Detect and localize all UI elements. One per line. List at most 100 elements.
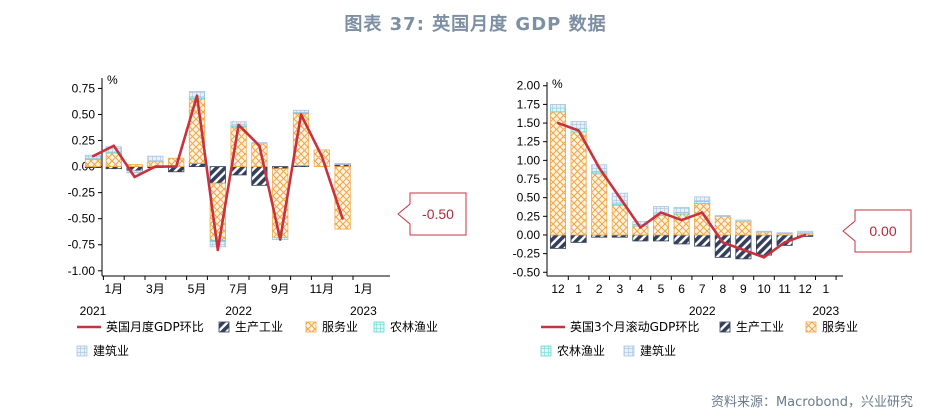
x-tick-label: 7月 [229, 282, 248, 296]
y-tick-label: 0.25 [72, 134, 96, 148]
x-tick-label: 3 [616, 282, 623, 296]
y-tick-label: -0.50 [513, 265, 541, 279]
bar-construction [251, 142, 268, 145]
bar-production [632, 234, 649, 242]
bar-services [714, 215, 731, 236]
bar-services [549, 111, 567, 236]
gdp-point [639, 226, 642, 229]
gdp-point [783, 241, 786, 244]
bar-construction [755, 230, 773, 233]
bar-production [570, 234, 587, 243]
bar-construction [292, 109, 310, 113]
legend-label: 服务业 [322, 319, 358, 334]
y-tick-label: -1.00 [68, 264, 96, 278]
gdp-point [804, 233, 807, 237]
legend-label: 农林渔业 [557, 344, 605, 358]
legend-label: 英国3个月滚动GDP环比 [570, 319, 699, 334]
legend-swatch [623, 345, 635, 357]
bar-services [591, 173, 608, 236]
gdp-point [91, 154, 95, 158]
bar-construction [694, 196, 711, 202]
bar-services [570, 131, 587, 236]
gdp-point [680, 218, 683, 222]
gdp-point [216, 248, 219, 252]
bar-production [652, 234, 670, 242]
x-tick-label: 1月 [104, 282, 123, 296]
x-tick-label: 1 [575, 282, 582, 296]
x-tick-label: 9 [740, 282, 747, 296]
gdp-point [133, 175, 136, 179]
x-tick-label: 12 [799, 282, 813, 296]
gdp-point [598, 166, 601, 170]
bar-construction [673, 206, 690, 213]
bar-construction [334, 163, 351, 165]
y-unit-label: % [107, 73, 118, 87]
legend-swatch [805, 321, 817, 333]
bar-services [611, 204, 628, 236]
legend-swatch [76, 345, 88, 357]
gdp-point [762, 256, 766, 259]
gdp-point [577, 129, 580, 132]
x-tick-label: 1 [822, 282, 829, 296]
x-tick-label: 12 [551, 282, 565, 296]
y-tick-label: 1.25 [517, 135, 541, 149]
gdp-point [299, 113, 303, 116]
callout-box [842, 209, 912, 253]
legend-swatch [719, 321, 731, 333]
gdp-point [341, 217, 344, 220]
figure-title: 图表 37: 英国月度 GDP 数据 [344, 14, 607, 35]
legend-label: 服务业 [822, 319, 858, 334]
legend-label: 建筑业 [93, 343, 129, 358]
bar-production [673, 234, 690, 245]
year-label: 2023 [812, 304, 839, 318]
gdp-point [721, 241, 724, 244]
x-tick-label: 7 [699, 282, 706, 296]
bar-construction [714, 215, 731, 217]
legend-label: 建筑业 [640, 343, 676, 358]
gdp-point [659, 211, 663, 214]
bar-services [735, 221, 752, 236]
bar-construction [147, 155, 164, 162]
bar-services [652, 215, 670, 236]
bar-agri [549, 107, 567, 113]
legend-swatch [305, 321, 317, 333]
callout-box [397, 192, 467, 236]
legend-label: 生产工业 [736, 320, 784, 334]
y-unit-label: % [552, 77, 563, 91]
bar-construction [570, 121, 587, 129]
y-tick-label: 0.50 [72, 107, 96, 121]
y-tick-label: -0.50 [68, 212, 96, 226]
callout-value: -0.50 [422, 206, 454, 222]
legend-label: 英国月度GDP环比 [106, 319, 204, 334]
bar-construction [735, 219, 752, 222]
legend-swatch [373, 321, 385, 333]
year-label: 2021 [80, 304, 107, 318]
year-label: 2023 [350, 304, 377, 318]
x-tick-label: 2 [596, 282, 603, 296]
legend-swatch [540, 345, 552, 357]
x-tick-label: 5月 [188, 282, 207, 296]
gdp-point [618, 196, 621, 199]
y-tick-label: 0.25 [517, 209, 541, 223]
x-tick-label: 11 [778, 282, 791, 296]
y-tick-label: -0.75 [68, 238, 96, 252]
callout-value: 0.00 [869, 223, 896, 239]
x-tick-label: 4 [637, 282, 644, 296]
y-tick-label: 1.50 [517, 116, 541, 130]
x-tick-label: 1月 [354, 282, 373, 296]
year-label: 2022 [225, 304, 252, 318]
year-label: 2022 [689, 304, 716, 318]
gdp-point [279, 238, 282, 241]
x-tick-label: 10 [757, 282, 771, 296]
y-tick-label: -0.25 [513, 247, 541, 261]
x-tick-label: 8 [719, 282, 726, 296]
y-tick-label: 0.75 [72, 81, 96, 95]
bar-production [714, 234, 731, 258]
source-note: 资料来源：Macrobond，兴业研究 [710, 395, 913, 410]
x-tick-label: 5 [658, 282, 665, 296]
gdp-point [154, 165, 157, 168]
gdp-point [237, 123, 240, 127]
gdp-point [742, 248, 745, 252]
